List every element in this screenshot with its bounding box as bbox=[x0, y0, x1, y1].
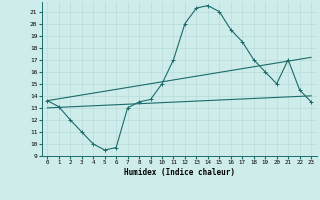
X-axis label: Humidex (Indice chaleur): Humidex (Indice chaleur) bbox=[124, 168, 235, 177]
